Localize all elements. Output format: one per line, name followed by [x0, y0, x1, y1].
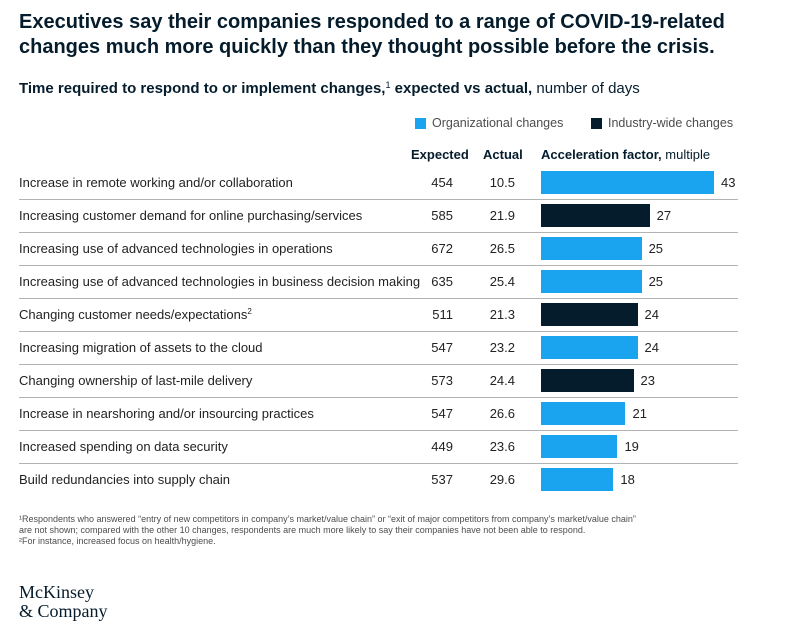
row-label: Increasing use of advanced technologies …	[19, 233, 333, 265]
row-label-text: Increasing use of advanced technologies …	[19, 241, 333, 256]
logo-line-2: & Company	[19, 601, 108, 621]
table-row: Build redundancies into supply chain 537 2…	[19, 464, 738, 496]
header-acceleration: Acceleration factor, multiple	[541, 147, 710, 163]
row-label-text: Increasing migration of assets to the cl…	[19, 340, 263, 355]
header-acceleration-units: multiple	[661, 147, 711, 162]
row-label-text: Increasing customer demand for online pu…	[19, 208, 363, 223]
row-expected-value: 537	[431, 472, 453, 487]
acceleration-value-label: 21	[632, 406, 647, 421]
header-actual: Actual	[483, 147, 523, 162]
table-row: Increasing migration of assets to the cl…	[19, 332, 738, 365]
row-label: Increase in remote working and/or collab…	[19, 167, 293, 199]
acceleration-value-label: 25	[648, 274, 664, 289]
table-row: Increased spending on data security 449 23…	[19, 431, 738, 464]
row-label-text: Build redundancies into supply chain	[19, 472, 231, 487]
row-actual-value: 26.5	[489, 241, 515, 256]
table-row: Increasing use of advanced technologies …	[19, 233, 738, 266]
acceleration-bar	[541, 303, 638, 326]
table-row: Increasing customer demand for online pu…	[19, 200, 738, 233]
row-expected-value: 573	[431, 373, 453, 388]
row-expected-value: 547	[431, 406, 453, 421]
legend-swatch-industry	[591, 117, 602, 129]
subtitle-bold: Time required to respond to or implement…	[19, 80, 386, 97]
row-expected-value: 449	[431, 439, 453, 454]
row-actual-value: 23.6	[489, 439, 515, 454]
acceleration-value-label: 24	[644, 340, 660, 355]
row-expected-value: 585	[431, 208, 453, 223]
acceleration-bar	[541, 402, 626, 425]
logo-line-1: McKinsey	[19, 582, 94, 602]
acceleration-value-label: 43	[721, 175, 736, 190]
acceleration-bar	[541, 270, 642, 293]
chart-subtitle: Time required to respond to or implement…	[19, 80, 640, 98]
acceleration-bar	[541, 369, 634, 392]
row-actual-value: 29.6	[489, 472, 515, 487]
footnote-2: ²For instance, increased focus on health…	[19, 536, 216, 546]
acceleration-bar	[541, 171, 714, 194]
header-expected: Expected	[411, 147, 469, 162]
row-actual-value: 25.4	[489, 274, 515, 289]
row-label-text: Increase in remote working and/or collab…	[19, 175, 293, 190]
row-label-text: Increased spending on data security	[19, 439, 228, 454]
row-label: Changing customer needs/expectations2	[19, 299, 252, 331]
table-row: Increasing use of advanced technologies …	[19, 266, 738, 299]
row-label: Changing ownership of last-mile delivery	[19, 365, 252, 397]
legend-industry: Industry-wide changes	[591, 116, 733, 130]
table-row: Changing ownership of last-mile delivery…	[19, 365, 738, 398]
acceleration-value-label: 19	[624, 439, 639, 454]
row-label-text: Changing ownership of last-mile delivery	[19, 373, 253, 388]
legend-label-organizational: Organizational changes	[432, 116, 564, 130]
subtitle-units: number of days	[532, 80, 640, 97]
row-label: Increasing use of advanced technologies …	[19, 266, 420, 298]
row-expected-value: 511	[432, 307, 453, 322]
acceleration-bar	[541, 435, 618, 458]
legend-label-industry: Industry-wide changes	[608, 116, 734, 130]
row-label: Increasing migration of assets to the cl…	[19, 332, 263, 364]
table-row: Increase in nearshoring and/or insourcin…	[19, 398, 738, 431]
row-expected-value: 672	[431, 241, 453, 256]
acceleration-value-label: 25	[648, 241, 664, 256]
acceleration-bar	[541, 237, 642, 260]
row-actual-value: 26.6	[489, 406, 515, 421]
row-label: Increasing customer demand for online pu…	[19, 200, 362, 232]
acceleration-value-label: 23	[640, 373, 655, 388]
subtitle-footnote-marker: 1	[385, 80, 391, 90]
row-actual-value: 10.5	[489, 175, 515, 190]
chart-rows: Increase in remote working and/or collab…	[19, 167, 738, 496]
row-expected-value: 454	[431, 175, 453, 190]
row-actual-value: 24.4	[489, 373, 515, 388]
acceleration-value-label: 27	[656, 208, 672, 223]
row-label: Increase in nearshoring and/or insourcin…	[19, 398, 314, 430]
footnote-1: ¹Respondents who answered “entry of new …	[19, 514, 636, 535]
header-acceleration-bold: Acceleration factor,	[541, 147, 662, 162]
row-label: Build redundancies into supply chain	[19, 464, 230, 496]
row-label: Increased spending on data security	[19, 431, 228, 463]
row-actual-value: 21.9	[489, 208, 515, 223]
row-expected-value: 547	[431, 340, 453, 355]
acceleration-value-label: 18	[620, 472, 635, 487]
legend-organizational: Organizational changes	[415, 116, 563, 130]
table-row: Changing customer needs/expectations2 511…	[19, 299, 738, 332]
table-row: Increase in remote working and/or collab…	[19, 167, 738, 200]
legend-swatch-organizational	[415, 117, 426, 129]
row-label-text: Increasing use of advanced technologies …	[19, 274, 421, 289]
acceleration-bar	[541, 468, 614, 491]
acceleration-bar	[541, 204, 650, 227]
subtitle-bold-2: expected vs actual,	[390, 80, 533, 97]
chart-title: Executives say their companies responded…	[19, 11, 725, 58]
row-label-text: Changing customer needs/expectations	[19, 307, 248, 322]
acceleration-value-label: 24	[644, 307, 660, 322]
acceleration-bar	[541, 336, 638, 359]
row-footnote-marker: 2	[247, 307, 252, 316]
row-actual-value: 21.3	[489, 307, 515, 322]
footnotes: ¹Respondents who answered “entry of new …	[19, 514, 759, 547]
mckinsey-logo: McKinsey & Company	[19, 583, 108, 621]
row-actual-value: 23.2	[489, 340, 515, 355]
row-label-text: Increase in nearshoring and/or insourcin…	[19, 406, 314, 421]
row-expected-value: 635	[431, 274, 453, 289]
